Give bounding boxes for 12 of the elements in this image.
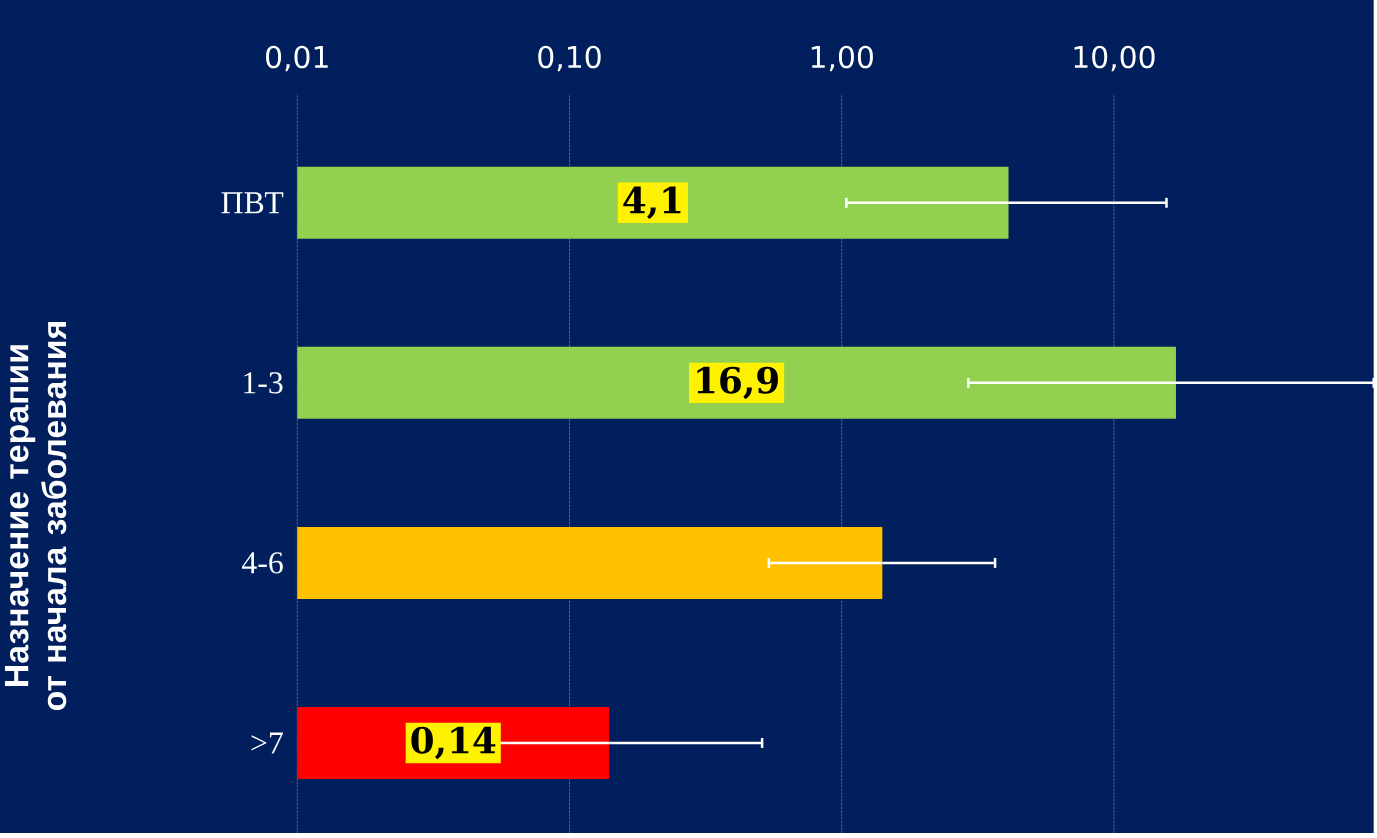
x-tick-label: 0,10 [538,45,601,72]
y-tick-label: 4-6 [242,552,283,574]
y-tick-label: 1-3 [244,372,283,394]
y-tick-label: ПВТ [221,192,284,214]
y-axis-title: Назначение терапии от начала заболевания [4,322,67,710]
x-tick-label: 1,00 [811,45,873,72]
data-label: 0,14 [411,726,496,760]
x-tick-label: 0,01 [266,45,328,72]
data-label: 16,9 [697,366,778,400]
y-tick-label: >7 [251,732,283,754]
x-tick-label: 10,00 [1074,45,1155,72]
data-label: 4,1 [623,186,681,219]
